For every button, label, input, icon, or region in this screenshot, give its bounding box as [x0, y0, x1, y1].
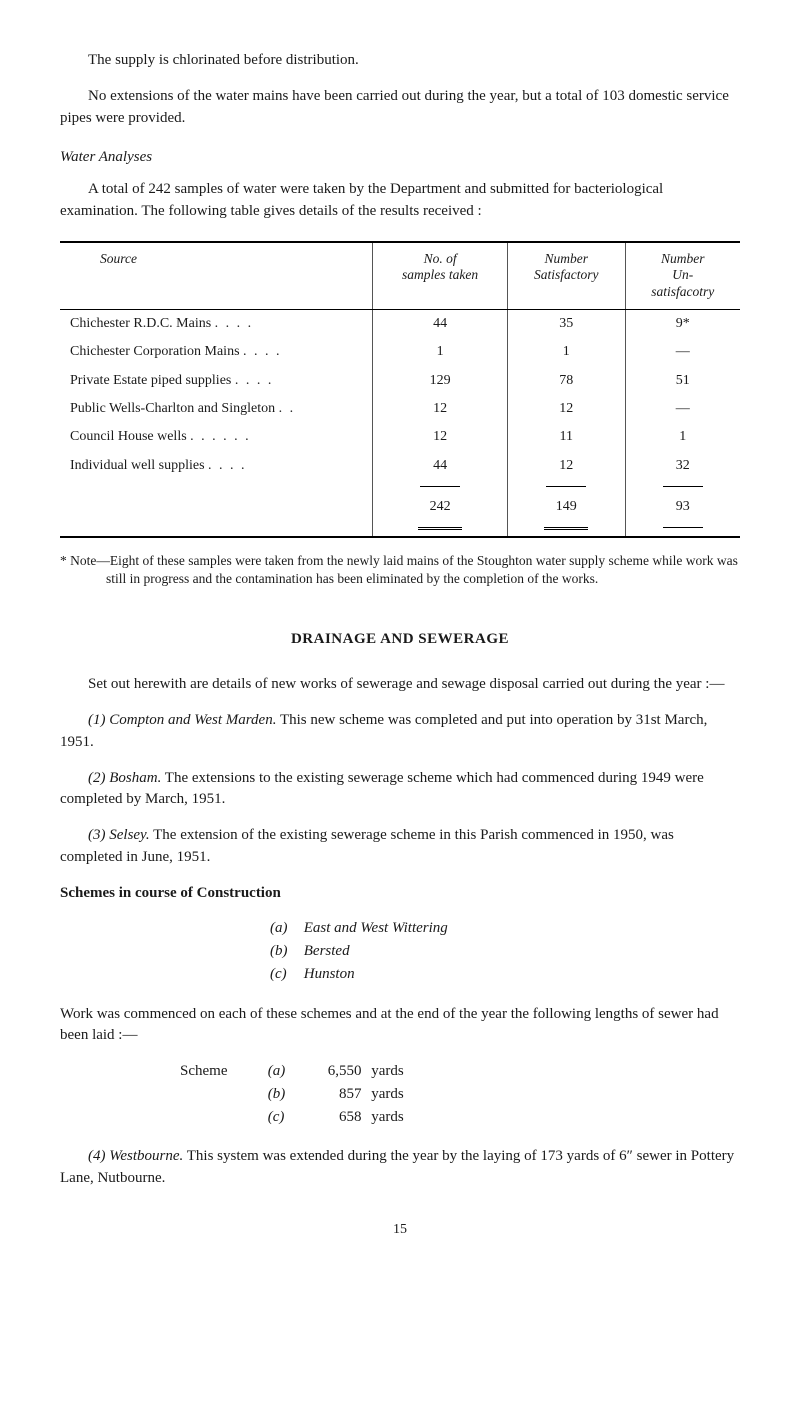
item-key: (b): [270, 941, 300, 963]
list-item: (b) Bersted: [270, 941, 740, 963]
drainage-item-3: (3) Selsey. The extension of the existin…: [60, 825, 740, 869]
row-label: Council House wells: [70, 427, 187, 447]
scheme-unit: yards: [371, 1109, 404, 1125]
table-row: Public Wells-Charlton and Singleton . . …: [60, 395, 740, 423]
item-label: (3) Selsey.: [88, 827, 150, 843]
cell: 1: [373, 338, 508, 366]
drainage-item-2: (2) Bosham. The extensions to the existi…: [60, 768, 740, 812]
scheme-unit: yards: [371, 1086, 404, 1102]
col-source: Source: [60, 243, 373, 310]
cell: 1: [507, 338, 625, 366]
item-text: The extension of the existing sewerage s…: [60, 827, 674, 865]
list-item: (a) East and West Wittering: [270, 918, 740, 940]
table-row: Chichester R.D.C. Mains . . . . 44 35 9*: [60, 310, 740, 338]
cell: 35: [507, 310, 625, 338]
item-label: (2) Bosham.: [88, 770, 161, 786]
scheme-row: (c) 658 yards: [180, 1107, 740, 1129]
cell: 12: [373, 395, 508, 423]
item-label: (1) Compton and West Marden.: [88, 712, 276, 728]
total-cell: 93: [625, 493, 740, 521]
table-row: Chichester Corporation Mains . . . . 1 1…: [60, 338, 740, 366]
scheme-label: Scheme: [180, 1061, 264, 1083]
item-value: East and West Wittering: [304, 920, 448, 936]
list-item: (c) Hunston: [270, 964, 740, 986]
cell: 78: [507, 367, 625, 395]
work-commenced-para: Work was commenced on each of these sche…: [60, 1004, 740, 1048]
cell: 32: [625, 452, 740, 480]
scheme-unit: yards: [371, 1063, 404, 1079]
table-row: Individual well supplies . . . . 44 12 3…: [60, 452, 740, 480]
table-row: Private Estate piped supplies . . . . 12…: [60, 367, 740, 395]
scheme-val: 6,550: [302, 1061, 362, 1083]
cell: 12: [507, 452, 625, 480]
table-header-row: Source No. of samples taken Number Satis…: [60, 243, 740, 310]
cell: 51: [625, 367, 740, 395]
scheme-lengths: Scheme (a) 6,550 yards (b) 857 yards (c)…: [60, 1061, 740, 1128]
total-sep-row: [60, 480, 740, 493]
scheme-key: (c): [268, 1107, 298, 1129]
total-cell: 149: [507, 493, 625, 521]
cell: 1: [625, 423, 740, 451]
total-cell: 242: [373, 493, 508, 521]
cell: —: [625, 395, 740, 423]
drainage-heading: DRAINAGE AND SEWERAGE: [60, 629, 740, 651]
scheme-val: 658: [302, 1107, 362, 1129]
scheme-key: (b): [268, 1084, 298, 1106]
cell: 12: [507, 395, 625, 423]
row-label: Private Estate piped supplies: [70, 371, 231, 391]
schemes-heading: Schemes in course of Construction: [60, 883, 740, 905]
westbourne-para: (4) Westbourne. This system was extended…: [60, 1146, 740, 1190]
cell: 44: [373, 452, 508, 480]
cell: 44: [373, 310, 508, 338]
intro-para-1: The supply is chlorinated before distrib…: [60, 50, 740, 72]
cell: —: [625, 338, 740, 366]
table-footnote: * Note—Eight of these samples were taken…: [60, 552, 740, 588]
water-table: Source No. of samples taken Number Satis…: [60, 241, 740, 539]
intro-para-2: No extensions of the water mains have be…: [60, 86, 740, 130]
total-end-row: [60, 521, 740, 536]
item-value: Bersted: [304, 943, 350, 959]
water-analyses-heading: Water Analyses: [60, 147, 740, 169]
cell: 11: [507, 423, 625, 451]
drainage-intro: Set out herewith are details of new work…: [60, 674, 740, 696]
item-value: Hunston: [304, 966, 355, 982]
col-unsatisfactory: Number Un- satisfacotry: [625, 243, 740, 310]
row-label: Chichester Corporation Mains: [70, 342, 240, 362]
item-key: (a): [270, 918, 300, 940]
page-number: 15: [60, 1220, 740, 1240]
col-satisfactory: Number Satisfactory: [507, 243, 625, 310]
water-analyses-para: A total of 242 samples of water were tak…: [60, 179, 740, 223]
cell: 12: [373, 423, 508, 451]
col-samples: No. of samples taken: [373, 243, 508, 310]
cell: 9*: [625, 310, 740, 338]
schemes-list: (a) East and West Wittering (b) Bersted …: [60, 918, 740, 985]
scheme-val: 857: [302, 1084, 362, 1106]
scheme-row: (b) 857 yards: [180, 1084, 740, 1106]
scheme-row: Scheme (a) 6,550 yards: [180, 1061, 740, 1083]
row-label: Public Wells-Charlton and Singleton: [70, 399, 275, 419]
item-label: (4) Westbourne.: [88, 1148, 183, 1164]
cell: 129: [373, 367, 508, 395]
drainage-item-1: (1) Compton and West Marden. This new sc…: [60, 710, 740, 754]
scheme-key: (a): [268, 1061, 298, 1083]
table-total-row: 242 149 93: [60, 493, 740, 521]
row-label: Individual well supplies: [70, 456, 205, 476]
table-row: Council House wells . . . . . . 12 11 1: [60, 423, 740, 451]
item-key: (c): [270, 964, 300, 986]
row-label: Chichester R.D.C. Mains: [70, 314, 211, 334]
